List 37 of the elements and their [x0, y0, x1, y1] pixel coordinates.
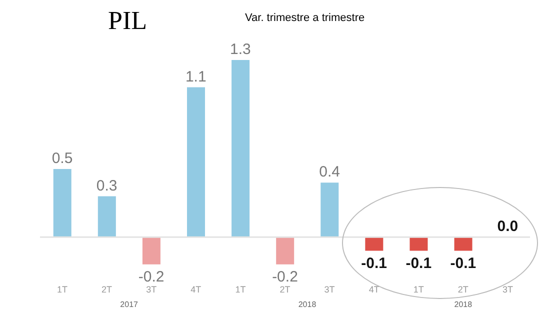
- bar: [276, 237, 294, 264]
- x-tick-label: 2T: [102, 284, 113, 294]
- data-label: 1.1: [185, 68, 206, 86]
- data-label: 0.0: [497, 218, 518, 236]
- x-tick-label: 3T: [502, 284, 514, 294]
- x-tick-label: 3T: [324, 284, 336, 294]
- text: 2018: [453, 300, 474, 309]
- data-label: -0.2: [272, 268, 298, 286]
- x-tick-label: 2T: [458, 284, 469, 294]
- bar: [187, 87, 205, 238]
- data-label: -0.2: [138, 268, 164, 286]
- bar: [232, 60, 250, 238]
- x-tick-label: 2T: [280, 284, 291, 294]
- data-label: 0.4: [319, 164, 340, 181]
- data-label: 0.5: [52, 150, 73, 167]
- x-tick-label: 4T: [368, 284, 380, 294]
- bar: [98, 196, 116, 238]
- bar: [410, 237, 428, 251]
- bar: [142, 237, 160, 264]
- x-tick-label: 1T: [235, 284, 246, 294]
- data-label: -0.1: [406, 254, 432, 272]
- x-tick-label: 4T: [190, 284, 202, 294]
- chart-title: PIL: [108, 6, 147, 36]
- text: 2017: [119, 300, 139, 309]
- data-label: -0.1: [361, 254, 388, 272]
- data-label: -0.1: [450, 254, 476, 272]
- bar: [53, 169, 72, 238]
- x-tick-label: 1T: [57, 284, 68, 294]
- x-tick-label: 3T: [146, 284, 158, 294]
- bar: [320, 182, 339, 238]
- x-tick-label: 1T: [413, 284, 424, 294]
- bar: [365, 237, 384, 251]
- bar: [454, 237, 472, 251]
- data-label: 1.3: [230, 41, 251, 58]
- text: 2018: [297, 300, 318, 309]
- chart-subtitle: Var. trimestre a trimestre: [245, 12, 365, 24]
- data-label: 0.3: [96, 177, 118, 194]
